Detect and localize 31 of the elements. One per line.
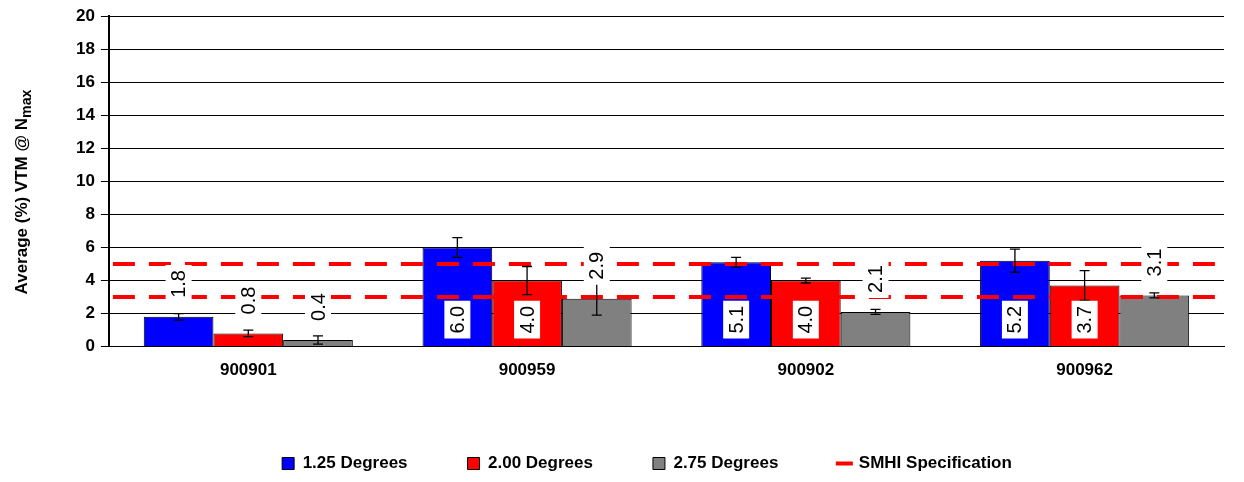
data-label: 5.1 xyxy=(724,305,747,334)
data-label: 0.4 xyxy=(306,293,329,321)
data-label: 6.0 xyxy=(445,305,468,334)
legend-label: 2.75 Degrees xyxy=(673,453,779,473)
data-label: 4.0 xyxy=(515,305,538,334)
y-tick-label: 18 xyxy=(75,38,95,58)
y-tick-label: 12 xyxy=(75,138,95,158)
y-tick-label: 14 xyxy=(75,105,96,125)
data-label: 1.8 xyxy=(167,270,190,298)
data-label: 3.1 xyxy=(1142,248,1165,277)
data-label: 5.2 xyxy=(1003,305,1026,334)
data-label: 3.7 xyxy=(1073,305,1096,334)
y-tick-label: 2 xyxy=(85,303,95,323)
x-tick-label: 900902 xyxy=(777,360,835,380)
y-tick-label: 10 xyxy=(75,171,95,191)
legend-label: 2.00 Degrees xyxy=(488,453,593,473)
legend-label: 1.25 Degrees xyxy=(302,453,408,473)
y-tick-label: 6 xyxy=(85,237,95,257)
x-tick-label: 900901 xyxy=(219,360,277,380)
y-tick-label: 0 xyxy=(85,336,95,356)
legend-label: SMHI Specification xyxy=(858,453,1012,473)
data-label: 2.9 xyxy=(585,251,608,280)
data-label: 4.0 xyxy=(794,305,817,334)
x-tick-label: 900959 xyxy=(498,360,556,380)
y-tick-label: 16 xyxy=(75,71,95,91)
data-label: 2.1 xyxy=(864,265,887,293)
y-tick-label: 8 xyxy=(85,204,95,224)
y-tick-label: 4 xyxy=(85,270,96,290)
data-label: 0.8 xyxy=(236,286,259,315)
x-tick-label: 900962 xyxy=(1056,360,1113,380)
y-tick-label: 20 xyxy=(75,5,95,25)
